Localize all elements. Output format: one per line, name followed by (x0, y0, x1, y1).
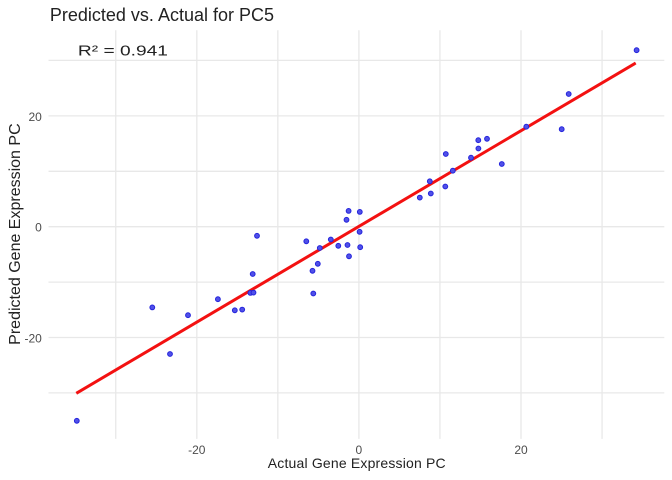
svg-text:-20: -20 (24, 331, 42, 345)
svg-text:Predicted Gene Expression PC: Predicted Gene Expression PC (7, 123, 24, 344)
svg-text:20: 20 (28, 110, 42, 124)
svg-text:Actual Gene Expression PC: Actual Gene Expression PC (268, 455, 446, 471)
svg-text:0: 0 (356, 443, 363, 457)
svg-text:-20: -20 (188, 443, 206, 457)
svg-text:Predicted vs. Actual for PC5: Predicted vs. Actual for PC5 (50, 5, 274, 25)
svg-text:20: 20 (514, 443, 528, 457)
svg-text:0: 0 (35, 221, 42, 235)
svg-text:R² = 0.941: R² = 0.941 (78, 43, 168, 59)
